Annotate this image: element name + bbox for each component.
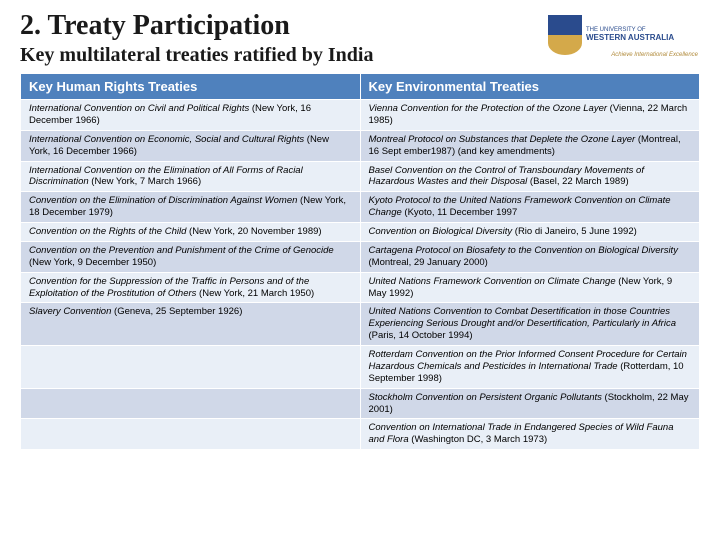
treaty-detail: (Geneva, 25 September 1926) (111, 306, 242, 317)
table-row: Convention on International Trade in End… (21, 419, 700, 450)
treaty-detail: (New York, 7 March 1966) (89, 176, 201, 187)
treaty-detail: (Kyoto, 11 December 1997 (402, 207, 517, 218)
table-row: International Convention on the Eliminat… (21, 161, 700, 192)
logo-text: THE UNIVERSITY OF WESTERN AUSTRALIA (586, 27, 674, 42)
treaty-name: United Nations Framework Convention on C… (369, 276, 616, 287)
treaty-name: Stockholm Convention on Persistent Organ… (369, 392, 602, 403)
table-row: International Convention on Economic, So… (21, 130, 700, 161)
treaty-name: International Convention on Economic, So… (29, 134, 304, 145)
table-row: Convention on the Prevention and Punishm… (21, 241, 700, 272)
logo-subtitle: Achieve International Excellence (611, 52, 698, 58)
treaty-detail: (Washington DC, 3 March 1973) (409, 434, 548, 445)
treaty-name: Convention on Biological Diversity (369, 226, 513, 237)
treaty-detail: (New York, 20 November 1989) (186, 226, 321, 237)
header-human-rights: Key Human Rights Treaties (21, 74, 361, 100)
table-row: Slavery Convention (Geneva, 25 September… (21, 303, 700, 346)
treaty-name: Slavery Convention (29, 306, 111, 317)
cell-environmental: Stockholm Convention on Persistent Organ… (360, 388, 700, 419)
cell-environmental: United Nations Convention to Combat Dese… (360, 303, 700, 346)
treaty-name: Convention on the Rights of the Child (29, 226, 186, 237)
cell-human-rights: Convention on the Elimination of Discrim… (21, 192, 361, 223)
table-row: Convention on the Rights of the Child (N… (21, 223, 700, 242)
cell-human-rights: Convention on the Prevention and Punishm… (21, 241, 361, 272)
cell-environmental: Convention on Biological Diversity (Rio … (360, 223, 700, 242)
crest-icon (548, 15, 582, 55)
treaty-name: Vienna Convention for the Protection of … (369, 103, 608, 114)
cell-human-rights: International Convention on Civil and Po… (21, 100, 361, 131)
table-row: Convention on the Elimination of Discrim… (21, 192, 700, 223)
treaty-name: Cartagena Protocol on Biosafety to the C… (369, 245, 678, 256)
cell-environmental: Montreal Protocol on Substances that Dep… (360, 130, 700, 161)
treaty-detail: (Rio di Janeiro, 5 June 1992) (512, 226, 637, 237)
cell-environmental: Kyoto Protocol to the United Nations Fra… (360, 192, 700, 223)
university-logo: THE UNIVERSITY OF WESTERN AUSTRALIA Achi… (548, 14, 698, 56)
table-body: International Convention on Civil and Po… (21, 100, 700, 450)
treaty-name: Montreal Protocol on Substances that Dep… (369, 134, 636, 145)
treaty-name: Convention on the Elimination of Discrim… (29, 195, 297, 206)
table-row: International Convention on Civil and Po… (21, 100, 700, 131)
table-row: Rotterdam Convention on the Prior Inform… (21, 346, 700, 389)
cell-human-rights: Slavery Convention (Geneva, 25 September… (21, 303, 361, 346)
cell-human-rights: International Convention on Economic, So… (21, 130, 361, 161)
cell-environmental: Rotterdam Convention on the Prior Inform… (360, 346, 700, 389)
cell-human-rights: Convention for the Suppression of the Tr… (21, 272, 361, 303)
cell-environmental: Vienna Convention for the Protection of … (360, 100, 700, 131)
treaty-detail: (New York, 9 December 1950) (29, 257, 156, 268)
treaty-detail: (Paris, 14 October 1994) (369, 330, 473, 341)
cell-human-rights: Convention on the Rights of the Child (N… (21, 223, 361, 242)
treaty-detail: (Basel, 22 March 1989) (527, 176, 628, 187)
treaty-name: International Convention on Civil and Po… (29, 103, 249, 114)
slide: THE UNIVERSITY OF WESTERN AUSTRALIA Achi… (0, 0, 720, 540)
treaty-name: United Nations Convention to Combat Dese… (369, 306, 676, 329)
cell-human-rights (21, 346, 361, 389)
treaty-detail: (New York, 21 March 1950) (196, 288, 314, 299)
treaty-detail: (Montreal, 29 January 2000) (369, 257, 488, 268)
table-row: Stockholm Convention on Persistent Organ… (21, 388, 700, 419)
table-header-row: Key Human Rights Treaties Key Environmen… (21, 74, 700, 100)
cell-environmental: Basel Convention on the Control of Trans… (360, 161, 700, 192)
cell-environmental: Convention on International Trade in End… (360, 419, 700, 450)
treaty-name: Convention on the Prevention and Punishm… (29, 245, 334, 256)
cell-environmental: Cartagena Protocol on Biosafety to the C… (360, 241, 700, 272)
cell-environmental: United Nations Framework Convention on C… (360, 272, 700, 303)
table-row: Convention for the Suppression of the Tr… (21, 272, 700, 303)
header-environmental: Key Environmental Treaties (360, 74, 700, 100)
treaties-table: Key Human Rights Treaties Key Environmen… (20, 73, 700, 450)
cell-human-rights: International Convention on the Eliminat… (21, 161, 361, 192)
logo-line2: WESTERN AUSTRALIA (586, 34, 674, 43)
cell-human-rights (21, 419, 361, 450)
cell-human-rights (21, 388, 361, 419)
